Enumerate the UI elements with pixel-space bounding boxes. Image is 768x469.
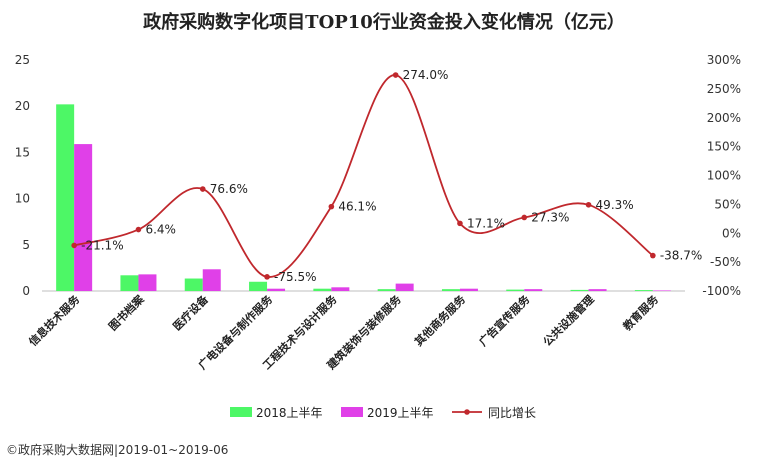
left-axis-tick-label: 25 [15, 53, 30, 67]
left-axis-tick-label: 10 [15, 192, 30, 206]
growth-marker [264, 274, 270, 280]
bar-2019 [202, 269, 221, 291]
left-axis-tick-label: 15 [15, 145, 30, 159]
bar-2018 [570, 289, 589, 291]
bar-2018 [377, 289, 396, 291]
legend-swatch-2019 [341, 407, 363, 417]
left-axis-tick-label: 20 [15, 99, 30, 113]
growth-data-label: 27.3% [531, 210, 569, 224]
x-axis-category-label: 广告宣传服务 [476, 292, 533, 349]
growth-data-label: 49.3% [596, 198, 634, 212]
growth-data-label: 46.1% [338, 200, 376, 214]
bar-2018 [249, 281, 268, 291]
bar-2018 [634, 290, 653, 291]
growth-marker [457, 220, 463, 227]
right-axis-tick-label: 0% [722, 226, 741, 240]
x-axis-category-label: 图书档案 [106, 292, 148, 334]
legend-marker-growth [464, 409, 470, 415]
legend-label-2018: 2018上半年 [256, 406, 323, 420]
legend-swatch-2018 [230, 407, 252, 417]
bar-2019 [267, 288, 286, 291]
bar-2019 [74, 144, 93, 291]
growth-data-label: -21.1% [81, 238, 123, 252]
left-axis-tick-label: 0 [22, 284, 30, 298]
bar-2019 [524, 289, 543, 291]
growth-marker [71, 242, 77, 249]
bar-2018 [120, 275, 139, 291]
growth-marker [392, 72, 399, 78]
growth-marker [585, 201, 592, 208]
legend-label-growth: 同比增长 [488, 406, 536, 420]
bar-2018 [56, 104, 75, 292]
right-axis-tick-label: -50% [710, 255, 741, 269]
growth-data-label: 274.0% [403, 68, 449, 82]
growth-line [73, 74, 654, 278]
growth-data-label: -38.7% [660, 249, 702, 263]
source-footer: ©政府采购大数据网|2019-01~2019-06 [6, 443, 229, 457]
bar-2018 [313, 288, 332, 291]
x-axis-category-label: 教育服务 [619, 292, 661, 334]
x-axis-category-label: 其他商务服务 [412, 292, 469, 349]
growth-data-label: 6.4% [145, 223, 176, 237]
x-axis-category-label: 医疗设备 [170, 292, 212, 334]
right-axis-tick-label: -100% [702, 284, 741, 298]
bar-2018 [506, 289, 525, 291]
growth-marker [199, 186, 206, 192]
growth-marker [135, 226, 142, 233]
x-axis-category-label: 信息技术服务 [26, 292, 83, 349]
bar-2018 [441, 289, 460, 291]
legend-label-2019: 2019上半年 [367, 406, 434, 420]
growth-marker [650, 252, 656, 259]
bar-2019 [459, 288, 478, 291]
chart-title: 政府采购数字化项目TOP10行业资金投入变化情况（亿元） [143, 12, 625, 33]
growth-marker [521, 214, 528, 221]
bar-2018 [184, 278, 203, 291]
right-axis-tick-label: 200% [707, 111, 741, 125]
right-axis-tick-label: 150% [707, 140, 741, 154]
growth-marker [328, 203, 335, 210]
right-axis-tick-label: 250% [707, 82, 741, 96]
right-axis-tick-label: 50% [714, 197, 741, 211]
bar-2019 [652, 290, 671, 291]
growth-data-label: 76.6% [210, 182, 248, 196]
x-axis-category-label: 公共设施管理 [540, 292, 597, 349]
bar-2019 [138, 274, 157, 291]
bar-2019 [588, 289, 607, 291]
growth-data-label: -75.5% [274, 270, 316, 284]
right-axis-tick-label: 300% [707, 53, 741, 67]
bar-2019 [395, 283, 414, 291]
left-axis-tick-label: 5 [22, 238, 30, 252]
growth-data-label: 17.1% [467, 216, 505, 230]
right-axis-tick-label: 100% [707, 169, 741, 183]
bar-2019 [331, 287, 350, 291]
